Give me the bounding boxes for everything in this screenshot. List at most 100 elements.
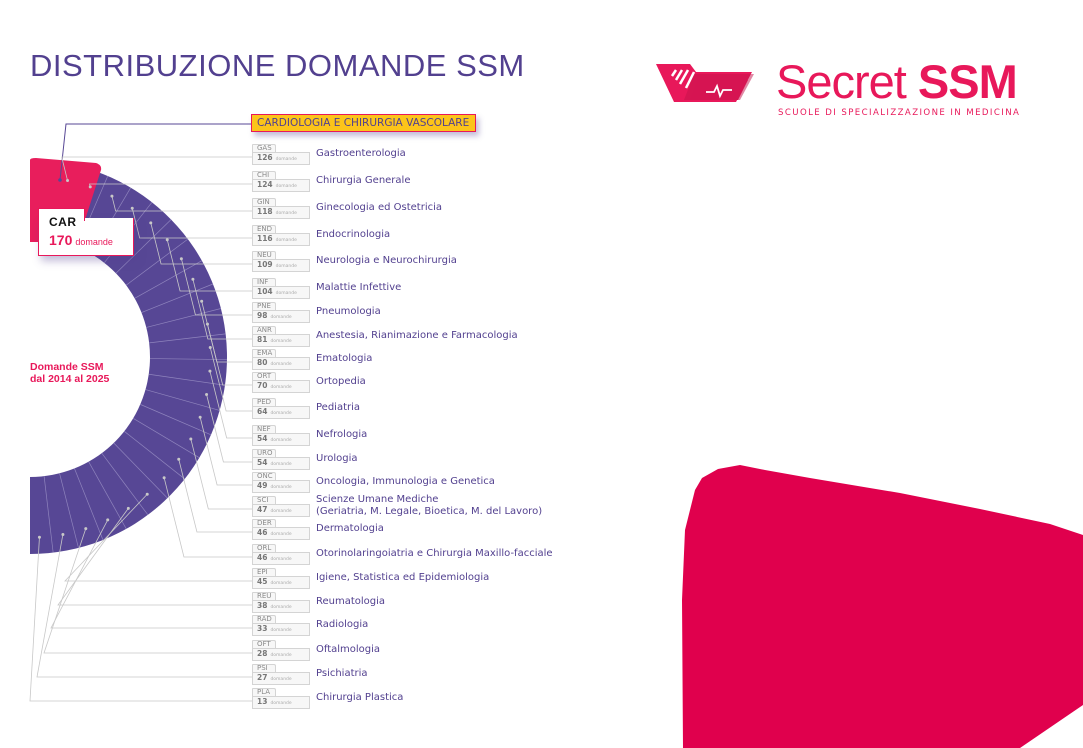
- tag-tab: [252, 326, 276, 336]
- item-number: 47: [257, 505, 268, 514]
- item-number: 46: [257, 528, 268, 537]
- tag-body: [252, 206, 310, 219]
- page-title: DISTRIBUZIONE DOMANDE SSM: [30, 48, 525, 83]
- value-tag: DER 46 domande: [252, 519, 310, 540]
- tag-tab: [252, 398, 276, 408]
- tag-tab: [252, 251, 276, 261]
- item-value: 27 domande: [257, 672, 292, 685]
- item-unit: domande: [270, 462, 292, 467]
- item-name: Chirurgia Generale: [316, 175, 410, 187]
- item-unit: domande: [275, 157, 297, 162]
- item-name: Ortopedia: [316, 376, 366, 388]
- item-value: 47 domande: [257, 504, 292, 517]
- tag-tab: [252, 568, 276, 578]
- item-unit: domande: [270, 315, 292, 320]
- highlight-value: 170 domande: [49, 232, 113, 248]
- item-number: 116: [257, 234, 273, 243]
- item-unit: domande: [275, 211, 297, 216]
- item-value: 49 domande: [257, 480, 292, 493]
- chart-center-label: Domande SSM dal 2014 al 2025: [30, 361, 109, 385]
- value-tag: GAS 126 domande: [252, 144, 310, 165]
- item-value: 118 domande: [257, 206, 297, 219]
- item-name: Pediatria: [316, 402, 360, 414]
- highlight-code: CAR: [49, 215, 77, 229]
- highlight-value-card: CAR 170 domande: [37, 208, 134, 256]
- tag-tab: [252, 472, 276, 482]
- highlight-category-title: CARDIOLOGIA E CHIRURGIA VASCOLARE: [251, 114, 477, 132]
- item-name: Radiologia: [316, 619, 368, 631]
- item-number: 118: [257, 207, 273, 216]
- item-name-line1: Psichiatria: [316, 668, 368, 679]
- item-code: PLA: [257, 688, 271, 696]
- tag-body: [252, 648, 310, 661]
- tag-tab: [252, 302, 276, 312]
- item-number: 54: [257, 434, 268, 443]
- tag-body: [252, 600, 310, 613]
- tag-body: [252, 152, 310, 165]
- value-tag: ANR 81 domande: [252, 326, 310, 347]
- item-unit: domande: [270, 581, 292, 586]
- value-tag: NEF 54 domande: [252, 425, 310, 446]
- card-tab: [37, 208, 85, 221]
- item-code: ORT: [257, 372, 272, 380]
- tag-body: [252, 310, 310, 323]
- item-name: Anestesia, Rianimazione e Farmacologia: [316, 330, 518, 342]
- tag-body: [252, 357, 310, 370]
- item-value: 104 domande: [257, 286, 297, 299]
- item-value: 98 domande: [257, 310, 292, 323]
- item-name-line1: Radiologia: [316, 619, 369, 630]
- item-value: 80 domande: [257, 357, 292, 370]
- item-value: 46 domande: [257, 552, 292, 565]
- item-value: 28 domande: [257, 648, 292, 661]
- item-value: 116 domande: [257, 233, 297, 246]
- item-value: 46 domande: [257, 527, 292, 540]
- item-unit: domande: [270, 532, 292, 537]
- item-name-line1: Endocrinologia: [316, 229, 391, 240]
- item-name-line2: (Geriatria, M. Legale, Bioetica, M. del …: [316, 506, 543, 517]
- item-code: REU: [257, 592, 272, 600]
- item-name-line1: Malattie Infettive: [316, 282, 402, 293]
- item-unit: domande: [270, 438, 292, 443]
- item-name: Ematologia: [316, 353, 372, 365]
- item-value: 45 domande: [257, 576, 292, 589]
- item-unit: domande: [270, 677, 292, 682]
- item-value: 70 domande: [257, 380, 292, 393]
- item-number: 126: [257, 153, 273, 162]
- item-name: Neurologia e Neurochirurgia: [316, 255, 457, 267]
- item-number: 45: [257, 577, 268, 586]
- tag-tab: [252, 372, 276, 382]
- item-unit: domande: [270, 701, 292, 706]
- tag-tab: [252, 144, 276, 154]
- item-number: 46: [257, 553, 268, 562]
- item-unit: domande: [270, 605, 292, 610]
- value-tag: EMA 80 domande: [252, 349, 310, 370]
- item-name: Ginecologia ed Ostetricia: [316, 202, 442, 214]
- item-code: ORL: [257, 544, 272, 552]
- item-value: 126 domande: [257, 152, 297, 165]
- item-unit: domande: [275, 291, 297, 296]
- item-name: Pneumologia: [316, 306, 381, 318]
- item-unit: domande: [270, 339, 292, 344]
- tag-tab: [252, 171, 276, 181]
- item-name-line1: Dermatologia: [316, 523, 384, 534]
- value-tag: ORL 46 domande: [252, 544, 310, 565]
- item-name-line1: Oncologia, Immunologia e Genetica: [316, 476, 495, 487]
- item-unit: domande: [270, 509, 292, 514]
- value-tag: NEU 109 domande: [252, 251, 310, 272]
- item-code: ONC: [257, 472, 273, 480]
- value-tag: ORT 70 domande: [252, 372, 310, 393]
- item-unit: domande: [270, 628, 292, 633]
- item-value: 33 domande: [257, 623, 292, 636]
- item-unit: domande: [270, 557, 292, 562]
- tag-body: [252, 179, 310, 192]
- item-number: 38: [257, 601, 268, 610]
- item-name-line1: Urologia: [316, 453, 358, 464]
- item-unit: domande: [270, 411, 292, 416]
- brand-name-bold: SSM: [917, 55, 1018, 108]
- item-code: OFT: [257, 640, 271, 648]
- item-unit: domande: [270, 653, 292, 658]
- item-value: 54 domande: [257, 457, 292, 470]
- item-code: NEU: [257, 251, 272, 259]
- tag-tab: [252, 278, 276, 288]
- tag-body: [252, 286, 310, 299]
